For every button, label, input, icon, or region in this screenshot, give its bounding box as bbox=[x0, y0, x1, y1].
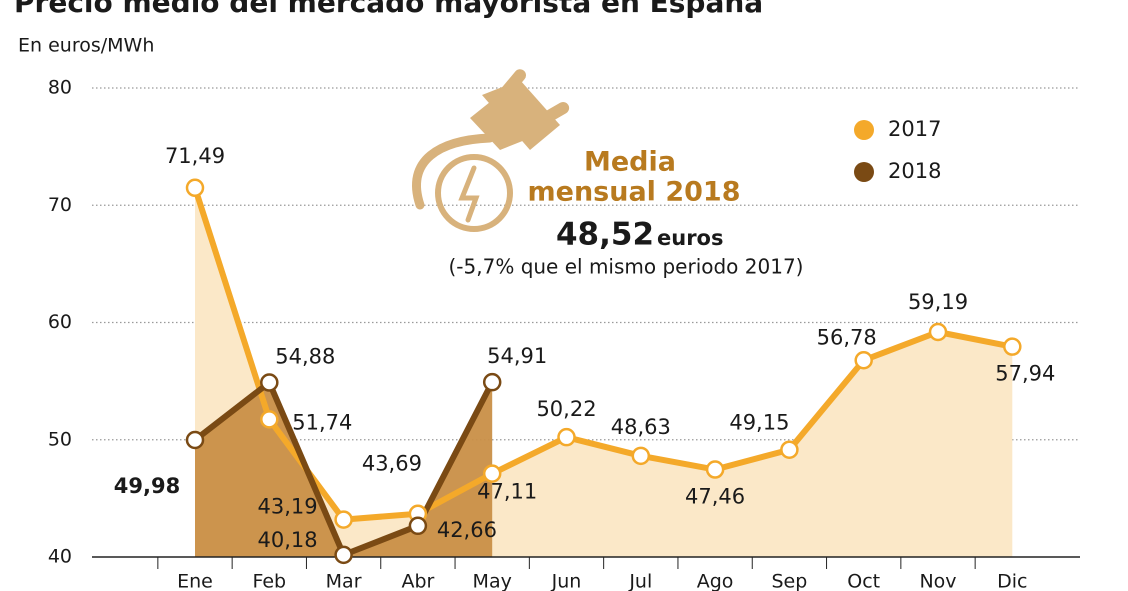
x-tick-label: Abr bbox=[401, 571, 434, 591]
x-tick-label: Feb bbox=[252, 571, 286, 591]
x-tick-label: May bbox=[473, 571, 512, 591]
x-tick-label: Mar bbox=[326, 571, 362, 591]
plug-icon bbox=[412, 69, 570, 232]
x-tick-label: Dic bbox=[997, 571, 1027, 591]
value-label: 57,94 bbox=[995, 362, 1055, 386]
marker bbox=[260, 373, 279, 392]
value-label: 43,19 bbox=[258, 495, 318, 519]
marker bbox=[185, 178, 205, 198]
legend-label: 2018 bbox=[888, 159, 941, 183]
marker bbox=[1003, 337, 1022, 356]
value-label: 49,98 bbox=[114, 474, 180, 498]
value-label: 54,88 bbox=[275, 345, 335, 369]
marker bbox=[705, 460, 725, 479]
value-label: 42,66 bbox=[437, 518, 497, 542]
x-tick-label: Jul bbox=[628, 571, 652, 591]
area bbox=[195, 187, 1013, 557]
marker bbox=[928, 322, 948, 342]
x-tick-label: Ago bbox=[697, 571, 734, 591]
annotation-title: mensual 2018 bbox=[528, 177, 741, 208]
value-label: 59,19 bbox=[908, 290, 968, 314]
marker bbox=[334, 510, 353, 529]
marker bbox=[631, 446, 651, 466]
value-label: 40,18 bbox=[258, 528, 318, 552]
value-label: 56,78 bbox=[817, 325, 877, 349]
marker bbox=[854, 351, 873, 370]
annotation-note: (-5,7% que el mismo periodo 2017) bbox=[449, 255, 804, 279]
chart-subtitle: En euros/MWh bbox=[18, 35, 154, 57]
line bbox=[192, 186, 1013, 523]
value-label: 43,69 bbox=[362, 452, 422, 476]
marker bbox=[482, 372, 502, 392]
marker bbox=[557, 427, 576, 447]
marker bbox=[482, 464, 502, 483]
marker bbox=[780, 440, 799, 459]
y-tick-label: 60 bbox=[48, 311, 72, 333]
marker bbox=[260, 410, 279, 429]
annotation-title: Media bbox=[584, 147, 676, 178]
chart-title: Precio medio del mercado mayorista en Es… bbox=[14, 0, 763, 19]
legend-label: 2017 bbox=[888, 117, 941, 141]
marker bbox=[334, 545, 353, 565]
value-label: 71,49 bbox=[165, 144, 225, 168]
x-tick-label: Ene bbox=[177, 571, 213, 591]
marker bbox=[408, 516, 428, 536]
value-label: 54,91 bbox=[487, 344, 547, 368]
y-tick-label: 40 bbox=[48, 546, 72, 568]
y-tick-label: 80 bbox=[48, 77, 72, 99]
value-label: 51,74 bbox=[292, 410, 352, 434]
value-label: 47,11 bbox=[477, 480, 537, 504]
value-label: 49,15 bbox=[729, 411, 789, 435]
legend-swatch bbox=[854, 120, 874, 140]
x-tick-label: Oct bbox=[847, 571, 880, 591]
x-tick-label: Sep bbox=[771, 571, 807, 591]
y-tick-label: 50 bbox=[48, 428, 72, 450]
marker bbox=[185, 430, 205, 450]
value-label: 47,46 bbox=[685, 485, 745, 509]
x-tick-label: Nov bbox=[919, 571, 956, 591]
annotation-value: 48,52 bbox=[556, 217, 654, 253]
value-label: 50,22 bbox=[536, 397, 596, 421]
legend-swatch bbox=[854, 162, 874, 182]
value-label: 48,63 bbox=[611, 415, 671, 439]
x-tick-label: Jun bbox=[551, 571, 582, 591]
annotation-unit: euros bbox=[657, 226, 723, 250]
y-tick-label: 70 bbox=[48, 194, 72, 216]
